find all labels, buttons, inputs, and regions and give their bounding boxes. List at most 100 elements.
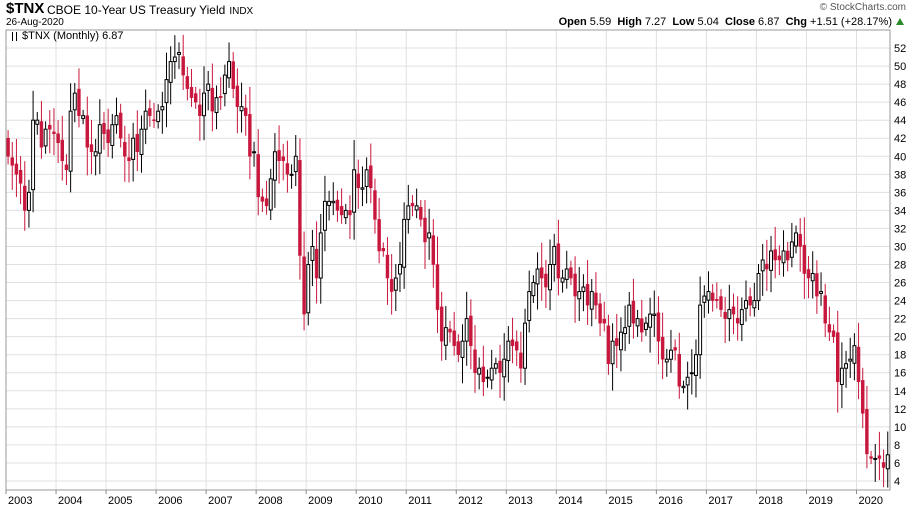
quote-summary: Open 5.59 High 7.27 Low 5.04 Close 6.87 … bbox=[559, 16, 892, 28]
candle bbox=[839, 342, 844, 409]
candle bbox=[727, 284, 732, 342]
candle bbox=[627, 291, 632, 344]
candle bbox=[569, 260, 573, 286]
candle bbox=[560, 269, 565, 293]
candle bbox=[106, 108, 110, 157]
candle bbox=[244, 94, 248, 136]
candle bbox=[823, 283, 827, 338]
x-tick-label: 2017 bbox=[708, 495, 732, 507]
candle bbox=[289, 164, 294, 189]
candle bbox=[52, 108, 56, 156]
plot-frame bbox=[5, 29, 891, 491]
y-tick-label: 26 bbox=[894, 278, 906, 290]
candle bbox=[185, 66, 190, 101]
candle bbox=[752, 282, 757, 317]
candle bbox=[210, 63, 215, 132]
candle bbox=[419, 199, 423, 227]
open-label: Open bbox=[558, 16, 587, 28]
y-tick-label: 20 bbox=[894, 332, 906, 344]
candle bbox=[431, 219, 436, 288]
y-tick-label: 52 bbox=[894, 43, 906, 55]
candle bbox=[48, 110, 52, 154]
candle bbox=[831, 324, 836, 343]
candle bbox=[527, 270, 532, 333]
candle bbox=[377, 197, 381, 264]
candle bbox=[231, 52, 235, 99]
candle bbox=[64, 154, 69, 185]
candle bbox=[402, 202, 407, 289]
candle bbox=[160, 91, 165, 134]
candle bbox=[414, 188, 419, 219]
candle bbox=[339, 188, 344, 224]
candle bbox=[277, 125, 281, 184]
candle bbox=[189, 69, 194, 107]
candle bbox=[385, 237, 390, 305]
candle bbox=[77, 68, 81, 128]
candle bbox=[448, 320, 452, 343]
low-label: Low bbox=[672, 16, 695, 28]
candle bbox=[398, 241, 402, 293]
candle bbox=[615, 313, 619, 368]
candle bbox=[102, 111, 106, 150]
candle bbox=[352, 139, 357, 240]
y-tick-label: 22 bbox=[894, 314, 906, 326]
up-arrow-icon bbox=[896, 18, 904, 25]
candle bbox=[10, 142, 14, 190]
candle bbox=[172, 35, 177, 79]
legend-label: $TNX (Monthly) 6.87 bbox=[22, 30, 124, 42]
candle bbox=[773, 226, 777, 279]
y-tick-label: 50 bbox=[894, 61, 906, 73]
candle bbox=[239, 82, 244, 133]
candle bbox=[256, 129, 260, 216]
candle bbox=[314, 221, 319, 304]
candle bbox=[456, 334, 461, 363]
x-tick-label: 2003 bbox=[8, 495, 32, 507]
candle bbox=[131, 122, 136, 182]
candle bbox=[118, 103, 123, 148]
candle bbox=[39, 101, 44, 159]
y-tick-label: 46 bbox=[894, 97, 906, 109]
candle bbox=[181, 34, 185, 91]
candle bbox=[198, 88, 202, 141]
candle bbox=[618, 317, 623, 372]
candle bbox=[26, 179, 31, 228]
candle bbox=[143, 89, 148, 145]
candle bbox=[877, 431, 882, 481]
security-name-text: CBOE 10-Year US Treasury Yield bbox=[47, 3, 226, 17]
candle bbox=[861, 367, 865, 429]
candle bbox=[689, 349, 694, 395]
candle bbox=[702, 285, 707, 318]
candle bbox=[552, 233, 557, 282]
y-tick-label: 38 bbox=[894, 169, 906, 181]
candlestick-icon bbox=[10, 31, 19, 41]
candle bbox=[364, 157, 369, 204]
candle bbox=[14, 138, 19, 198]
candle bbox=[865, 385, 869, 469]
candle bbox=[610, 323, 615, 391]
chart-legend: $TNX (Monthly) 6.87 bbox=[10, 30, 123, 42]
candle bbox=[222, 64, 227, 107]
y-tick-label: 48 bbox=[894, 79, 906, 91]
x-tick-label: 2012 bbox=[458, 495, 482, 507]
candle bbox=[327, 190, 332, 221]
y-tick-label: 14 bbox=[894, 386, 906, 398]
candle bbox=[168, 46, 173, 105]
candle bbox=[677, 332, 682, 399]
candle bbox=[97, 99, 102, 175]
candle bbox=[272, 133, 277, 208]
x-axis: 2003 2004 2005 2006 2007 2008 2009 2010 2011 2012… bbox=[5, 490, 883, 507]
candle bbox=[673, 339, 677, 361]
candle bbox=[819, 272, 824, 306]
candle bbox=[310, 229, 315, 286]
candle bbox=[519, 331, 523, 383]
candles bbox=[6, 34, 890, 488]
candle bbox=[43, 121, 48, 154]
candle bbox=[548, 239, 553, 311]
candle bbox=[739, 297, 744, 342]
candle bbox=[410, 195, 415, 217]
candle bbox=[439, 291, 444, 361]
candle bbox=[369, 143, 373, 204]
candle bbox=[573, 256, 577, 323]
candle bbox=[769, 235, 773, 293]
